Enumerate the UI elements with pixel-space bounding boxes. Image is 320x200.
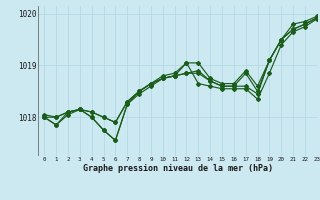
X-axis label: Graphe pression niveau de la mer (hPa): Graphe pression niveau de la mer (hPa) [83, 164, 273, 173]
